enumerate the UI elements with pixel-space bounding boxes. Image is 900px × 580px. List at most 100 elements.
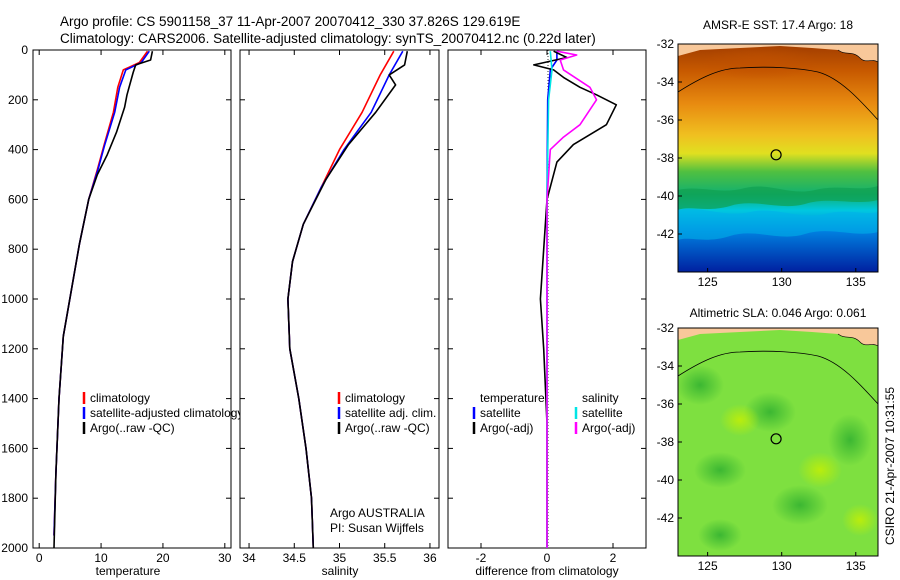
legend-heading-salinity: salinity — [582, 391, 619, 405]
map-y-tick-label: -34 — [657, 75, 675, 89]
map-x-tick-label: 130 — [772, 275, 792, 289]
sst-heatmap — [678, 44, 878, 272]
y-tick-label: 0 — [21, 43, 28, 57]
shelf-contour — [678, 66, 878, 121]
series-line-salinity-argo-adj — [546, 50, 598, 548]
y-tick-label: 200 — [8, 93, 28, 107]
map-y-tick-label: -36 — [657, 397, 675, 411]
legend-entry-climatology: climatology — [90, 391, 150, 405]
sst-cool-band — [678, 208, 878, 240]
legend-entry-satellite-adj-clim: satellite adj. clim. — [345, 406, 436, 420]
salinity-xlabel: salinity — [322, 564, 359, 578]
legend-entry-argo: Argo(..raw -QC) — [90, 421, 175, 435]
map-y-tick-label: -40 — [657, 473, 675, 487]
series-line-argo-raw-qc — [287, 51, 409, 548]
series-line-temperature-argo-adj — [532, 50, 618, 548]
y-tick-label: 600 — [8, 192, 28, 206]
y-tick-label: 1400 — [1, 392, 28, 406]
land-mask — [678, 44, 878, 62]
salinity-legend: climatology satellite adj. clim. Argo(..… — [337, 391, 436, 435]
x-tick-label: 0 — [36, 551, 43, 565]
difference-panel: -2 0 2 difference from climatology tempera… — [447, 49, 647, 578]
sla-anomaly-patch — [698, 519, 742, 551]
difference-legend: temperature satellite Argo(-adj) salinit… — [472, 391, 635, 435]
map-y-tick-label: -34 — [657, 359, 675, 373]
sst-map-panel: AMSR-E SST: 17.4 Argo: 18 125 130 135 -32 -3… — [657, 18, 879, 289]
temperature-legend: climatology satellite-adjusted climatolo… — [82, 391, 243, 435]
y-tick-label: 2000 — [1, 541, 28, 555]
difference-ticks: -2 0 2 — [448, 49, 646, 565]
sla-high-patch — [842, 504, 878, 536]
x-tick-label: 2 — [610, 551, 617, 565]
x-tick-label: 34.5 — [283, 551, 307, 565]
map-x-tick-label: 135 — [846, 275, 866, 289]
sla-heatmap — [678, 328, 878, 556]
legend-entry-sal-argo: Argo(-adj) — [582, 421, 635, 435]
salinity-series — [287, 50, 409, 548]
temperature-xlabel: temperature — [96, 564, 161, 578]
x-tick-label: 34 — [242, 551, 256, 565]
x-tick-label: 35.5 — [373, 551, 397, 565]
map-y-tick-label: -36 — [657, 113, 675, 127]
legend-entry-temp-satellite: satellite — [480, 406, 521, 420]
legend-entry-temp-argo: Argo(-adj) — [480, 421, 533, 435]
map-x-tick-label: 130 — [772, 559, 792, 573]
x-tick-label: 20 — [156, 551, 170, 565]
sla-anomaly-patch — [828, 414, 872, 466]
map-x-tick-label: 125 — [698, 275, 718, 289]
map-y-tick-label: -38 — [657, 435, 675, 449]
salinity-axes-box — [239, 49, 440, 549]
sla-high-patch — [798, 452, 842, 488]
salinity-panel: 34 34.5 35 35.5 36 salinity climatology sate… — [239, 49, 440, 578]
sst-map-ticks: 125 130 135 -32 -34 -36 -38 -40 -42 — [657, 37, 866, 289]
annotation-pi: PI: Susan Wijffels — [330, 521, 424, 535]
temperature-panel: 0 10 20 30 0 200 400 600 800 1000 1200 1400 1600 1800… — [1, 43, 243, 578]
y-tick-label: 1800 — [1, 491, 28, 505]
coastline — [837, 49, 878, 63]
header-line-2: Climatology: CARS2006. Satellite-adjuste… — [60, 31, 596, 46]
float-position-marker — [770, 433, 782, 445]
legend-heading-temperature: temperature — [480, 391, 545, 405]
y-tick-label: 400 — [8, 143, 28, 157]
sla-anomaly-patch — [694, 452, 746, 488]
legend-entry-argo: Argo(..raw -QC) — [345, 421, 430, 435]
map-y-tick-label: -32 — [657, 321, 675, 335]
x-tick-label: 36 — [423, 551, 437, 565]
sst-warm-patch — [700, 44, 820, 80]
land-mask — [678, 328, 878, 346]
map-x-tick-label: 135 — [846, 559, 866, 573]
map-x-tick-label: 125 — [698, 559, 718, 573]
legend-entry-sal-satellite: satellite — [582, 406, 623, 420]
y-tick-label: 1000 — [1, 292, 28, 306]
timestamp-label: CSIRO 21-Apr-2007 10:31:55 — [883, 387, 897, 545]
sla-anomaly-patch — [772, 485, 828, 525]
temperature-axes-box — [32, 49, 232, 549]
map-y-tick-label: -42 — [657, 511, 675, 525]
sst-front-band — [678, 186, 878, 210]
difference-xlabel: difference from climatology — [475, 564, 618, 578]
sla-map-ticks: 125 130 135 -32 -34 -36 -38 -40 -42 — [657, 321, 866, 573]
map-y-tick-label: -32 — [657, 37, 675, 51]
map-y-tick-label: -42 — [657, 227, 675, 241]
difference-series — [532, 50, 618, 548]
shelf-contour — [678, 350, 878, 405]
sst-map-title: AMSR-E SST: 17.4 Argo: 18 — [703, 18, 853, 32]
legend-entry-satellite-adjusted: satellite-adjusted climatology — [90, 406, 243, 420]
y-tick-label: 1200 — [1, 342, 28, 356]
x-tick-label: 30 — [218, 551, 232, 565]
legend-entry-climatology: climatology — [345, 391, 405, 405]
coastline — [837, 333, 878, 347]
x-tick-label: -2 — [476, 551, 487, 565]
y-tick-label: 800 — [8, 242, 28, 256]
sla-anomaly-patch — [678, 365, 724, 405]
y-tick-label: 1600 — [1, 441, 28, 455]
salinity-ticks: 34 34.5 35 35.5 36 — [240, 49, 439, 565]
x-tick-label: 0 — [544, 551, 551, 565]
x-tick-label: 35 — [333, 551, 347, 565]
header-line-1: Argo profile: CS 5901158_37 11-Apr-2007 … — [60, 14, 520, 29]
temperature-ticks: 0 10 20 30 0 200 400 600 800 1000 1200 1400 1600 1800… — [1, 43, 232, 565]
temperature-series — [53, 50, 154, 548]
sla-map-title: Altimetric SLA: 0.046 Argo: 0.061 — [690, 306, 867, 320]
annotation-argo-australia: Argo AUSTRALIA — [330, 506, 425, 520]
